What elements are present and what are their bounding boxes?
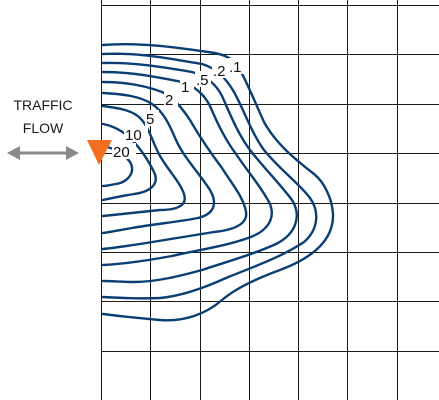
contour-label-1: 1 <box>181 79 189 96</box>
contour-label-10: 10 <box>125 127 142 144</box>
contour-line <box>101 104 186 218</box>
contour-label-0-5: .5 <box>196 72 209 89</box>
contour-label-0-2: .2 <box>213 63 226 80</box>
contour-line <box>101 91 216 235</box>
contour-label-0-1: .1 <box>229 59 242 76</box>
traffic-flow-label-line2: FLOW <box>23 120 64 136</box>
double-headed-arrow-icon <box>7 146 79 160</box>
contour-line <box>101 42 335 322</box>
contour-label-20: 20 <box>113 144 130 161</box>
grid <box>101 0 439 400</box>
contour-line <box>101 52 318 300</box>
contour-line <box>101 80 248 251</box>
contour-label-5: 5 <box>146 111 154 128</box>
traffic-flow-label-line1: TRAFFIC <box>13 97 72 113</box>
contour-label-2: 2 <box>165 92 173 109</box>
downward-triangle-icon <box>87 140 112 165</box>
